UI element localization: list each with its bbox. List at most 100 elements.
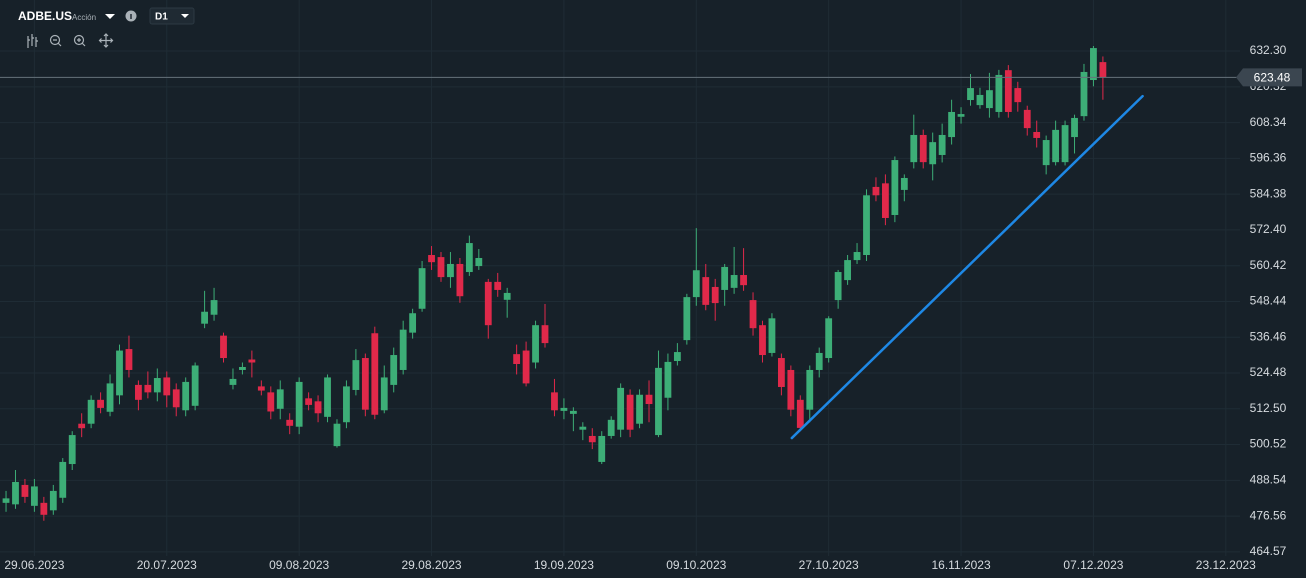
y-tick-label: 488.54 (1250, 473, 1287, 487)
candle-body (78, 423, 86, 429)
x-tick-label: 27.10.2023 (799, 558, 859, 572)
candle-body (702, 277, 710, 305)
candle-body (59, 461, 67, 498)
candle-body (1033, 131, 1041, 138)
pan-tool[interactable] (98, 33, 114, 48)
instrument-kind: Acción (72, 13, 96, 22)
candle-body (295, 381, 303, 427)
candle-body (1071, 117, 1078, 138)
candle-body (872, 186, 880, 196)
candle-body (257, 386, 265, 391)
dropdown-arrow[interactable] (105, 14, 115, 19)
chart-type-tool[interactable] (27, 34, 38, 48)
candle-body (777, 358, 785, 387)
candle-body (182, 381, 190, 411)
y-tick-label: 584.38 (1250, 186, 1287, 200)
candle-body (806, 369, 814, 410)
candle-body (144, 384, 152, 393)
candle-body (522, 350, 530, 384)
candle-body (834, 272, 842, 301)
y-tick-label: 608.34 (1250, 115, 1287, 129)
dropdown-arrow[interactable] (181, 14, 189, 18)
candle-body (380, 377, 388, 411)
y-tick-label: 548.44 (1250, 294, 1287, 308)
y-tick-label: 476.56 (1250, 508, 1287, 522)
candle-body (437, 257, 445, 278)
y-tick-label: 560.42 (1250, 258, 1287, 272)
candle-body (1090, 48, 1097, 81)
candle-body (428, 255, 435, 263)
candle-body (390, 355, 398, 385)
candle-body (1052, 129, 1060, 163)
candle-body (484, 281, 492, 326)
candle-body (683, 297, 691, 341)
zoom-in-glyph (77, 38, 86, 47)
candle-body (995, 74, 1003, 112)
price-tag (1236, 68, 1302, 87)
candle-body (664, 361, 672, 398)
trendline (790, 94, 1144, 440)
candle-body (721, 266, 729, 290)
candle-body (305, 398, 313, 405)
candle-body (494, 281, 502, 290)
candle-body (882, 183, 889, 218)
candle-body (239, 366, 246, 370)
candle-body (49, 490, 57, 511)
candle-body (97, 399, 104, 408)
candle-body (948, 111, 956, 138)
candle-body (967, 88, 974, 101)
candle-body (21, 484, 29, 497)
candle-body (12, 481, 19, 505)
candle-body (352, 360, 360, 390)
candle-body (673, 352, 681, 362)
candle-body (276, 389, 284, 409)
candle-body (409, 313, 417, 333)
candle-body (532, 325, 539, 363)
candle-body (125, 349, 133, 370)
zoom-in-tool[interactable] (73, 34, 85, 46)
candle-body (87, 399, 95, 424)
toolbar (27, 33, 114, 48)
candle-body (513, 354, 521, 364)
symbol: ADBE.US (18, 9, 72, 23)
candle-body (503, 292, 511, 300)
candle-body (551, 392, 558, 411)
zoom-out-tool[interactable] (49, 34, 61, 46)
candle-body (1042, 140, 1050, 166)
marks (2, 45, 1107, 521)
x-tick-label: 29.08.2023 (402, 558, 462, 572)
candle-body (248, 359, 256, 363)
candle-body (1099, 62, 1107, 78)
candle-body (910, 134, 918, 163)
candle-body (418, 268, 426, 309)
candle-body (863, 195, 870, 256)
candle-body (560, 407, 568, 411)
candle-body (579, 426, 587, 430)
candle-body (153, 378, 161, 393)
candle-body (796, 399, 804, 428)
y-tick-label: 572.40 (1250, 222, 1287, 236)
candle-body (541, 325, 549, 344)
candle-body (588, 435, 596, 443)
y-tick-label: 464.57 (1250, 544, 1287, 558)
candle-body (135, 384, 142, 400)
candle-body (286, 419, 294, 426)
candle-body (711, 286, 719, 304)
candle-body (768, 318, 776, 353)
y-tick-label: 596.36 (1250, 151, 1287, 165)
candle-body (447, 263, 454, 278)
y-tick-label: 536.46 (1250, 329, 1287, 343)
candle-body (853, 252, 861, 261)
candle-body (172, 389, 180, 408)
candle-body (740, 275, 747, 286)
timeframe-select[interactable] (149, 7, 195, 25)
candle-body (343, 386, 350, 423)
x-tick-label: 09.10.2023 (666, 558, 726, 572)
x-tick-label: 09.08.2023 (269, 558, 329, 572)
y-tick-label: 500.52 (1250, 437, 1287, 451)
y-tick-label: 632.30 (1250, 43, 1287, 57)
candle-body (40, 502, 48, 515)
candle-body (787, 369, 795, 410)
